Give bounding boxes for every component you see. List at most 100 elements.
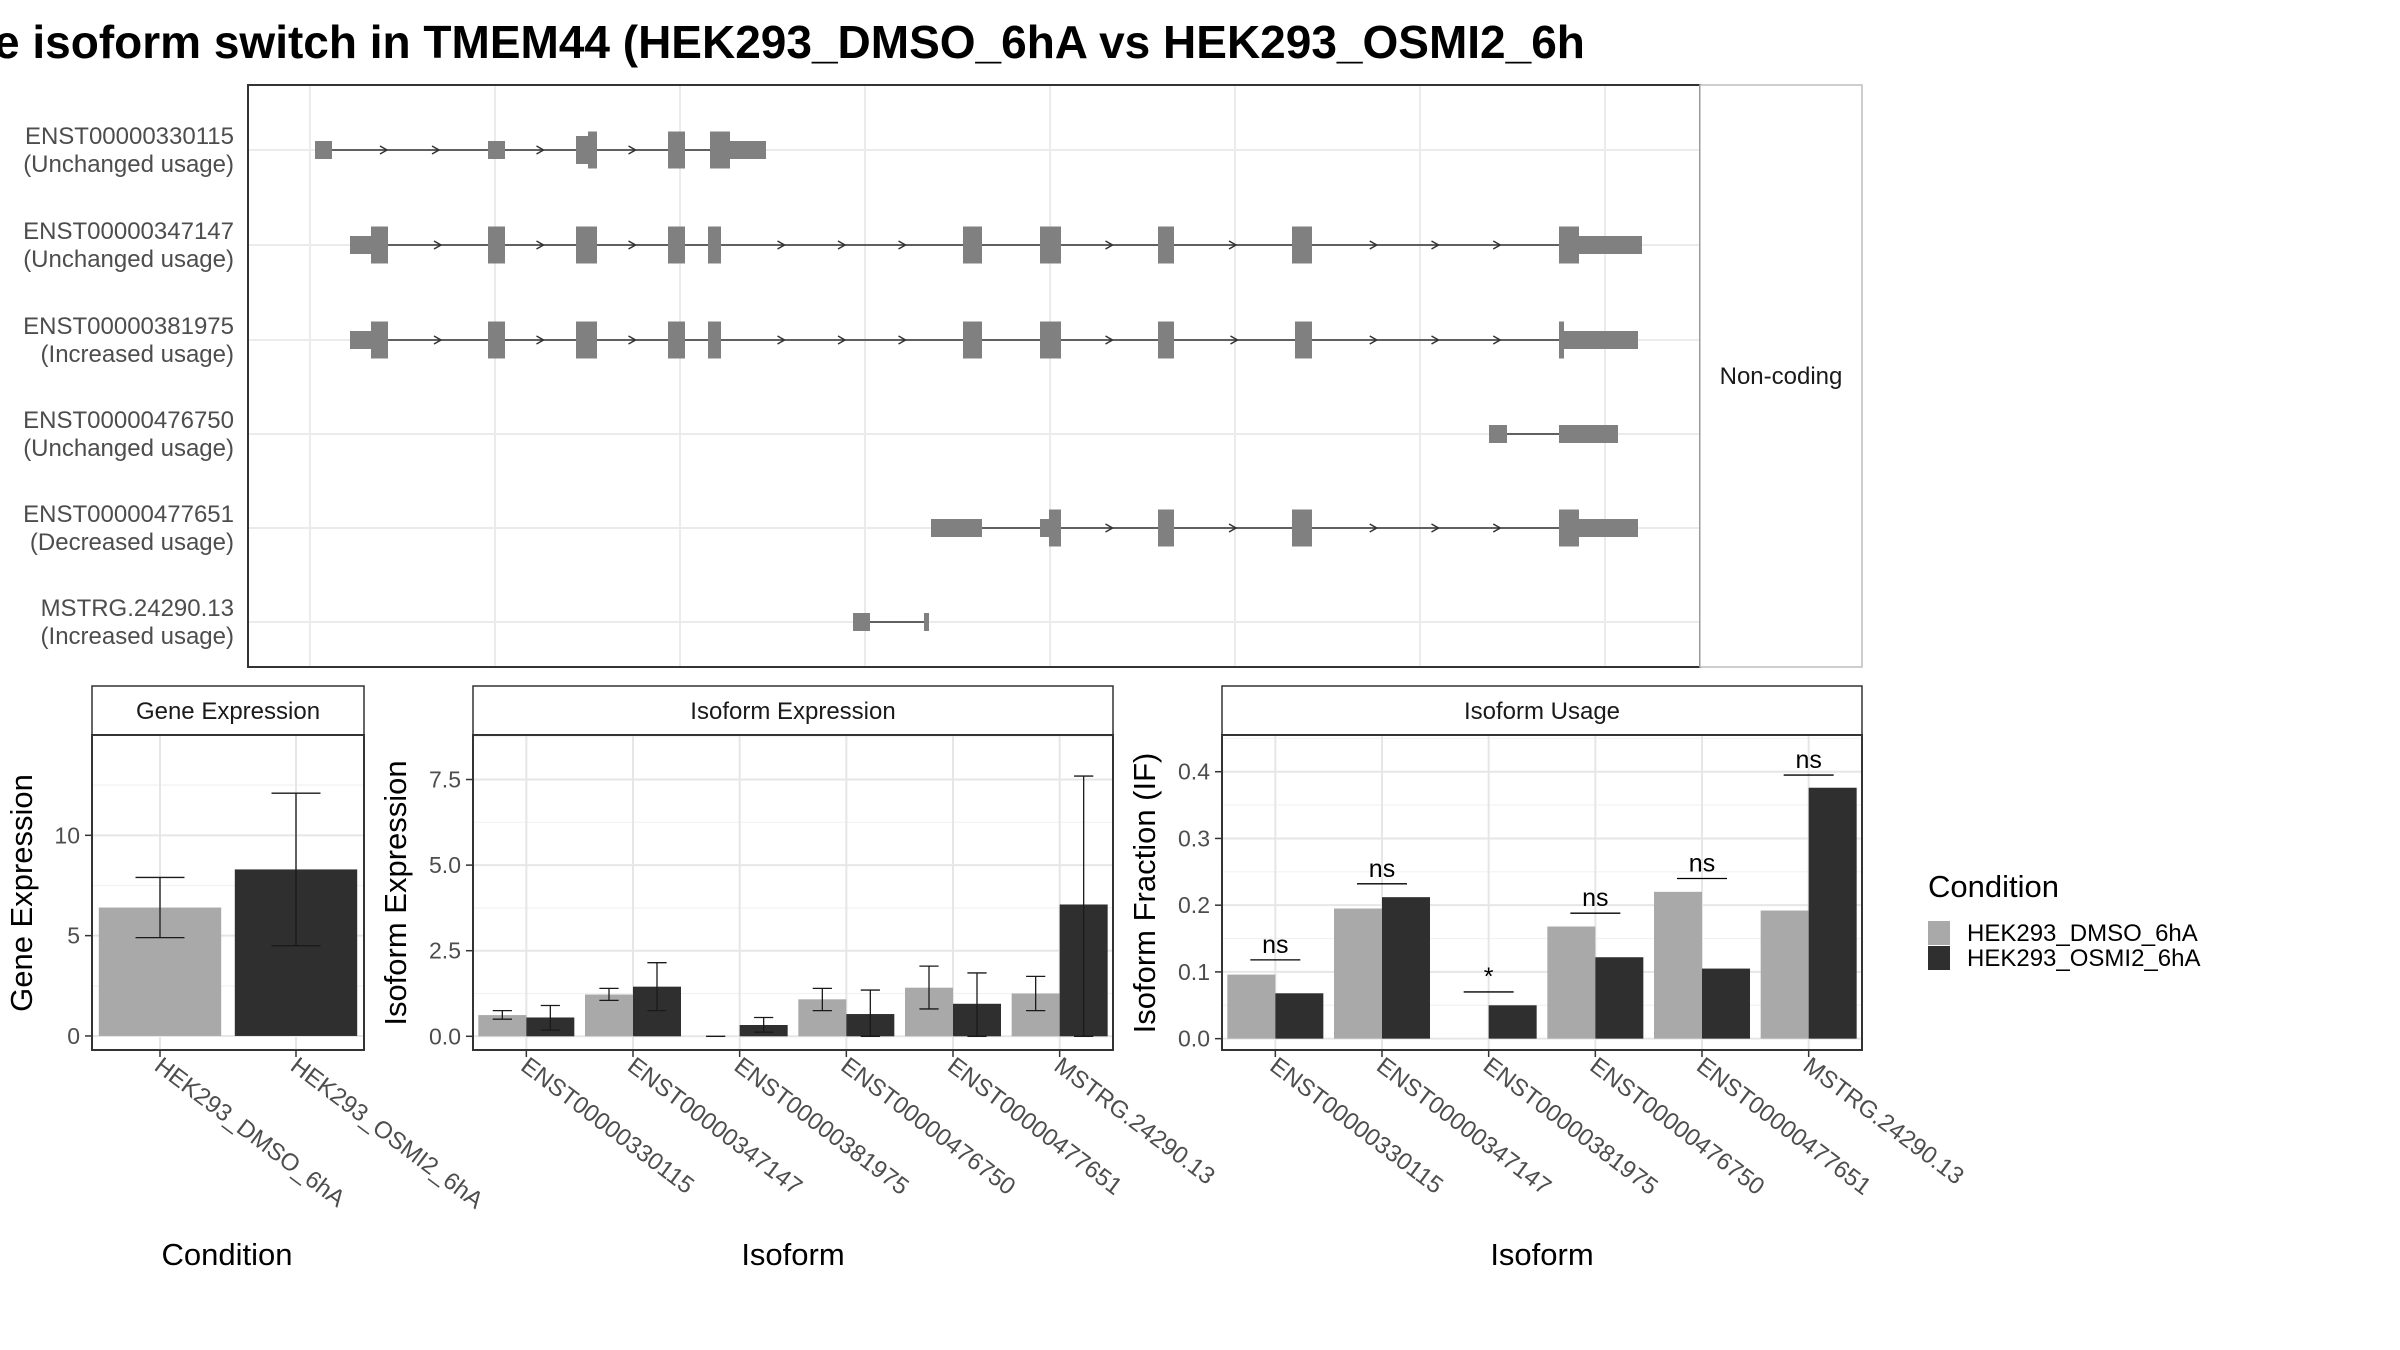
bar-1-5 xyxy=(1808,787,1857,1039)
strand-arrow xyxy=(1105,335,1115,345)
y-tick-label: 2.5 xyxy=(429,938,461,964)
exon-block xyxy=(488,141,505,159)
x-tick-label: ENST00000347147 xyxy=(1371,1052,1556,1200)
strand-arrow xyxy=(1431,240,1441,250)
exon-block xyxy=(1295,321,1312,359)
figure-title: e isoform switch in TMEM44 (HEK293_DMSO_… xyxy=(0,16,1585,68)
bar-0-5 xyxy=(1760,910,1809,1039)
x-tick-label: ENST00000476750 xyxy=(836,1052,1021,1200)
exon-block xyxy=(576,321,597,359)
bar-1-1 xyxy=(1382,897,1430,1039)
exon-block xyxy=(931,519,982,537)
bar-1-4 xyxy=(1702,968,1750,1039)
transcript-label-5: MSTRG.24290.13 (Increased usage) xyxy=(41,595,234,650)
exon-block xyxy=(853,613,870,631)
strand-arrow xyxy=(628,145,638,155)
transcript-id: ENST00000330115 xyxy=(25,123,234,150)
x-tick-label: ENST00000477651 xyxy=(1691,1052,1876,1200)
exon-block xyxy=(963,226,982,264)
strand-arrow xyxy=(433,240,443,250)
transcript-label-3: ENST00000476750 (Unchanged usage) xyxy=(23,407,234,462)
panel-strip xyxy=(472,685,1114,736)
exon-block xyxy=(1040,226,1061,264)
x-tick-label: ENST00000381975 xyxy=(729,1052,914,1200)
non-coding-strip-label: Non-coding xyxy=(1720,363,1843,390)
chart-panel-2: Isoform Expression 0.0 2.5 5.0 7.5 ENST000003… xyxy=(378,685,1220,1272)
x-tick-label: ENST00000330115 xyxy=(516,1052,699,1199)
x-tick-label: ENST00000381975 xyxy=(1478,1052,1663,1200)
panel-strip-title: Isoform Usage xyxy=(1464,698,1620,725)
x-tick-label: ENST00000330115 xyxy=(1265,1052,1448,1199)
strand-arrow xyxy=(1492,523,1502,533)
panel-strip-title: Isoform Expression xyxy=(690,698,895,725)
strand-arrow xyxy=(1369,240,1379,250)
strand-arrow xyxy=(898,240,908,250)
strand-arrow xyxy=(536,240,546,250)
legend-key-osmi2 xyxy=(1928,946,1950,970)
panel-background xyxy=(473,735,1113,1050)
strand-arrow xyxy=(379,145,389,155)
exon-block xyxy=(708,321,721,359)
transcript-usage: (Unchanged usage) xyxy=(23,246,234,273)
y-tick-label: 0.1 xyxy=(1178,959,1210,985)
transcript-id: ENST00000476750 xyxy=(23,407,234,434)
transcript-label-2: ENST00000381975 (Increased usage) xyxy=(23,313,234,368)
x-axis-title: Isoform xyxy=(741,1237,844,1272)
bar-1-0 xyxy=(1275,993,1324,1039)
exon-block xyxy=(1040,321,1061,359)
x-axis-title: Condition xyxy=(162,1237,293,1272)
exon-block xyxy=(1292,226,1312,264)
significance-label: ns xyxy=(1582,884,1608,912)
y-tick-label: 0.0 xyxy=(429,1023,461,1049)
exon-block xyxy=(1049,509,1061,547)
transcript-id: MSTRG.24290.13 xyxy=(41,595,234,622)
transcript-structure-panel: Non-coding ENST00000330115 (Unchanged us… xyxy=(23,84,1863,668)
strand-arrow xyxy=(1228,523,1238,533)
strand-arrow xyxy=(1431,523,1441,533)
exon-block xyxy=(730,141,766,159)
strand-arrow xyxy=(1492,335,1502,345)
significance-label: ns xyxy=(1689,849,1715,877)
exon-block xyxy=(1564,331,1638,349)
exon-block xyxy=(576,226,597,264)
exon-block xyxy=(1579,519,1638,537)
exon-block xyxy=(1559,425,1618,443)
y-axis-title: Gene Expression xyxy=(4,774,39,1012)
panel-strip xyxy=(91,685,365,736)
panel-border xyxy=(1221,734,1863,1051)
transcript-id: ENST00000381975 xyxy=(23,313,234,340)
panel-strip-title: Gene Expression xyxy=(136,698,320,725)
strand-arrow xyxy=(1105,523,1115,533)
y-tick-label: 10 xyxy=(54,822,80,848)
structure-plot-area xyxy=(248,85,1700,667)
significance-label: ns xyxy=(1262,931,1288,959)
exon-block xyxy=(488,226,505,264)
exon-block xyxy=(371,321,388,359)
legend: Condition HEK293_DMSO_6hA HEK293_OSMI2_6… xyxy=(1928,869,2200,972)
strand-arrow xyxy=(1431,335,1441,345)
exon-block xyxy=(963,321,982,359)
y-tick-label: 0.0 xyxy=(1178,1026,1210,1052)
x-tick-label: ENST00000347147 xyxy=(622,1052,807,1200)
bar-0-0 xyxy=(1227,974,1276,1039)
exon-block xyxy=(708,226,721,264)
bar-0-1 xyxy=(585,994,633,1037)
exon-block xyxy=(1579,236,1642,254)
bar-0-3 xyxy=(1547,926,1596,1039)
strand-arrow xyxy=(628,335,638,345)
panel-background xyxy=(1222,735,1862,1050)
transcript-models xyxy=(315,131,1642,631)
exon-block xyxy=(1559,509,1579,547)
significance-label: * xyxy=(1484,963,1494,991)
exon-block xyxy=(588,131,597,169)
x-axis-title: Isoform xyxy=(1490,1237,1593,1272)
transcript-label-1: ENST00000347147 (Unchanged usage) xyxy=(23,218,234,273)
transcript-id: ENST00000477651 xyxy=(23,501,234,528)
exon-block xyxy=(1040,519,1049,537)
transcript-label-0: ENST00000330115 (Unchanged usage) xyxy=(23,123,234,178)
panel-border xyxy=(91,734,365,1051)
bar-0-1 xyxy=(1334,908,1382,1039)
transcript-usage: (Unchanged usage) xyxy=(23,151,234,178)
exon-block xyxy=(668,131,685,169)
exon-block xyxy=(1559,321,1564,359)
